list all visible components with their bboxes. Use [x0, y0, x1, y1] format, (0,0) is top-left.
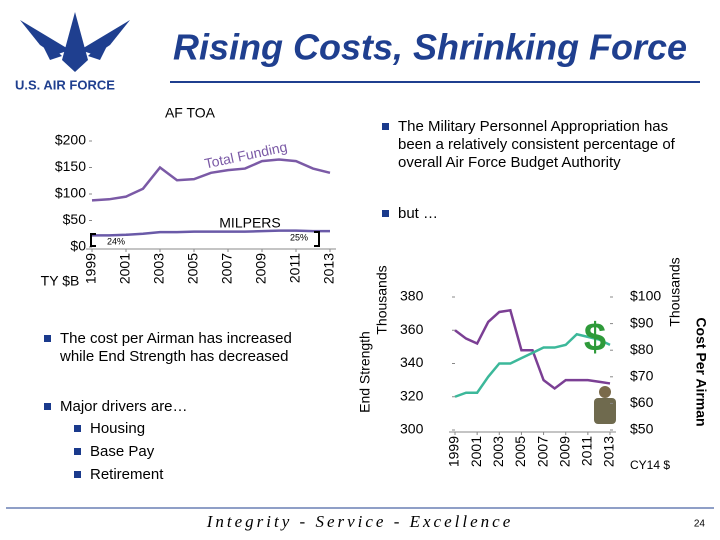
y2-tick-label: $90	[630, 314, 654, 330]
x-tick-label: 1999	[83, 253, 99, 284]
series-line	[92, 229, 330, 237]
bullet: The cost per Airman has increased while …	[44, 330, 300, 366]
x-tick-label: 2009	[253, 253, 269, 284]
y2-note: CY14 $	[630, 458, 670, 472]
y2-tick-label: $80	[630, 341, 654, 357]
x-tick-label: 2001	[468, 436, 484, 467]
x-tick-label: 1999	[446, 436, 462, 467]
x-tick-label: 2007	[219, 253, 235, 284]
y-unit: TY $B	[41, 273, 80, 289]
y-tick-label: 300	[400, 421, 424, 437]
y2-tick-label: $70	[630, 368, 654, 384]
series-label: MILPERS	[219, 215, 280, 231]
x-tick-label: 2005	[512, 436, 528, 467]
x-tick-label: 2005	[185, 253, 201, 284]
y-tick-label: 320	[400, 387, 424, 403]
sub-bullet: Base Pay	[73, 443, 155, 460]
y2-tick-label: $100	[630, 288, 661, 304]
x-tick-label: 2009	[556, 436, 572, 467]
bracket	[314, 231, 320, 247]
x-tick-label: 2011	[579, 436, 595, 466]
y2-tick-label: $60	[630, 394, 654, 410]
y-tick-label: $50	[63, 211, 87, 227]
y-tick-label: $150	[55, 158, 86, 174]
bullet: Major drivers are…	[44, 398, 300, 416]
y-label: End Strength	[357, 331, 373, 413]
y-tick-label: 360	[400, 321, 424, 337]
series-line	[454, 308, 611, 391]
bullet: but …	[382, 205, 688, 223]
annotation: 24%	[107, 236, 125, 246]
slide-title: Rising Costs, Shrinking Force	[173, 27, 687, 68]
y2-label: Cost Per Airman	[693, 317, 709, 426]
logo-text: U.S. AIR FORCE	[15, 77, 115, 92]
x-tick-label: 2003	[151, 253, 167, 284]
page-number: 24	[694, 519, 706, 530]
series-line	[91, 158, 331, 202]
dollar-symbol: $	[584, 316, 606, 360]
sub-bullet: Retirement	[73, 466, 164, 483]
chart-title: AF TOA	[165, 105, 216, 121]
y-tick-label: $200	[55, 132, 86, 148]
logo	[20, 12, 130, 72]
bullet: The Military Personnel Appropriation has…	[382, 118, 688, 172]
y2-tick-label: $50	[630, 421, 654, 437]
x-tick-label: 2003	[490, 436, 506, 467]
y-tick-label: $0	[70, 238, 86, 254]
y-unit: Thousands	[374, 265, 390, 334]
y-tick-label: 380	[400, 288, 424, 304]
x-tick-label: 2013	[601, 436, 617, 467]
bracket	[90, 233, 96, 247]
sub-bullet: Housing	[73, 420, 146, 437]
x-tick-label: 2013	[321, 253, 337, 284]
annotation: 25%	[290, 232, 308, 242]
x-tick-label: 2001	[117, 253, 133, 284]
x-tick-label: 2011	[287, 253, 303, 283]
x-tick-label: 2007	[534, 436, 550, 467]
soldier-icon	[594, 386, 616, 424]
series-label: Total Funding	[203, 138, 289, 171]
footer: Integrity - Service - Excellence	[206, 512, 513, 531]
y2-unit: Thousands	[667, 257, 683, 326]
y-tick-label: $100	[55, 185, 86, 201]
series-line	[454, 332, 611, 398]
y-tick-label: 340	[400, 354, 424, 370]
